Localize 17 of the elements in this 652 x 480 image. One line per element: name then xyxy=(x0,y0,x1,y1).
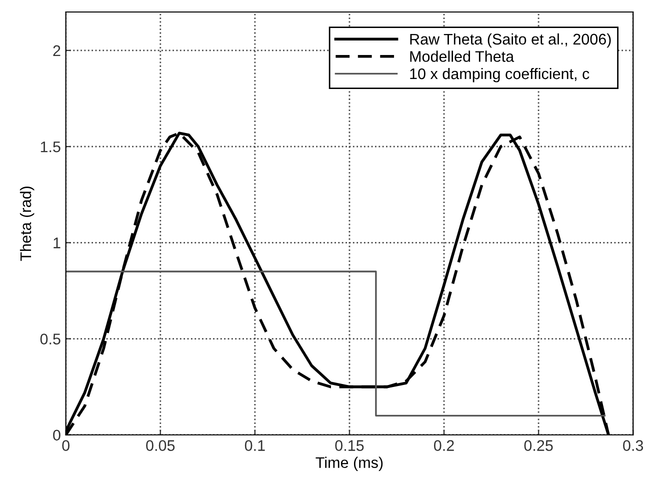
y-axis-title: Theta (rad) xyxy=(20,186,34,261)
x-tick-label: 0.05 xyxy=(146,440,175,451)
legend-label: Modelled Theta xyxy=(410,50,514,62)
x-tick-label: 0.15 xyxy=(335,440,364,451)
y-tick-label: 0.5 xyxy=(40,334,60,344)
x-tick-label: 0 xyxy=(62,440,70,451)
x-tick-label: 0.25 xyxy=(524,440,553,451)
y-tick-label: 2 xyxy=(53,45,60,56)
legend-label: Raw Theta (Saito et al., 2006) xyxy=(410,33,611,48)
x-tick-label: 0.3 xyxy=(623,440,644,451)
x-tick-label: 0.2 xyxy=(434,440,454,451)
y-tick-label: 1 xyxy=(54,238,60,248)
legend-label: 10 x damping coefficient, c xyxy=(410,68,590,82)
x-axis-title: Time (ms) xyxy=(316,456,383,471)
y-tick-label: 1.5 xyxy=(40,142,60,152)
x-tick-label: 0.1 xyxy=(244,440,265,451)
y-tick-label: 0 xyxy=(53,430,60,441)
